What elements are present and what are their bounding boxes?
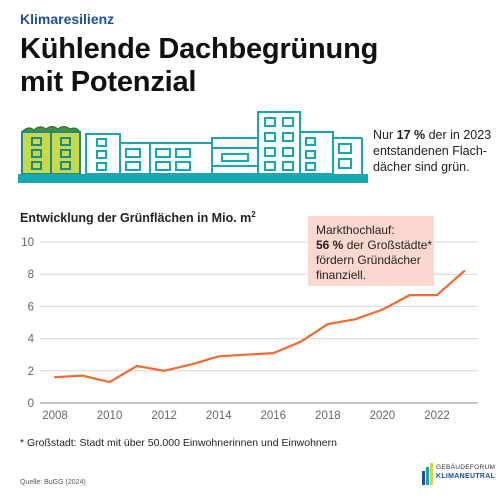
logo-text-line-2: KLIMANEUTRAL (436, 473, 496, 480)
x-tick-label: 2018 (315, 410, 341, 422)
callout-value: 56 % (316, 238, 344, 252)
callout-line-1: Markthochlauf: (316, 223, 395, 237)
building-3 (119, 142, 213, 175)
building-4 (211, 137, 259, 175)
green-roof-building (20, 126, 81, 175)
callout-line-3: fördern Gründächer (316, 253, 421, 267)
roof-statistic-value: 17 % (396, 128, 426, 142)
headline-line-1: Kühlende Dachbegrünung (20, 33, 379, 65)
roof-statistic: Nur 17 % der in 2023 entstandenen Flach-… (373, 127, 493, 175)
x-tick-label: 2020 (370, 410, 396, 422)
x-tick-label: 2010 (97, 410, 123, 422)
headline-line-2: mit Potenzial (20, 66, 197, 98)
y-tick-label: 2 (28, 366, 34, 378)
building-5 (257, 111, 301, 175)
roof-statistic-line-3: dächer sind grün. (373, 160, 470, 174)
ground (18, 174, 368, 183)
logo-mark-icon (422, 463, 433, 485)
kicker: Klimaresilienz (20, 11, 115, 27)
building-2 (85, 133, 121, 175)
callout-line-4: finanziell. (316, 268, 367, 282)
y-tick-label: 6 (28, 301, 34, 313)
y-tick-label: 10 (21, 237, 34, 249)
x-tick-label: 2014 (206, 410, 232, 422)
building-6 (299, 131, 363, 175)
callout-line-2: 56 % der Großstädte* (316, 238, 433, 252)
callout-box: Markthochlauf: 56 % der Großstädte* förd… (308, 216, 434, 286)
rooftop-illustration (18, 111, 368, 183)
y-tick-label: 8 (28, 269, 34, 281)
x-tick-label: 2008 (42, 410, 68, 422)
chart-title: Entwicklung der Grünflächen in Mio. m2 (20, 210, 256, 226)
x-tick-label: 2012 (151, 410, 177, 422)
y-tick-label: 0 (28, 398, 34, 410)
footnote: * Großstadt: Stadt mit über 50.000 Einwo… (20, 437, 337, 449)
line-chart: 0 2 4 6 8 10 2008 2010 2012 2014 2016 2018 2020 2022 (21, 237, 478, 422)
source-note: Quelle: BuGG (2024) (20, 479, 86, 486)
roof-statistic-line-2: entstandenen Flach- (373, 144, 487, 158)
headline: Kühlende Dachbegrünung mit Potenzial (20, 33, 378, 99)
x-tick-label: 2022 (424, 410, 450, 422)
roof-statistic-line-1: Nur 17 % der in 2023 (373, 128, 492, 142)
series-line (53, 269, 466, 384)
logo-text-line-1: GEBÄUDEFORUM (436, 464, 496, 471)
x-tick-label: 2016 (260, 410, 286, 422)
y-tick-label: 4 (28, 334, 35, 346)
